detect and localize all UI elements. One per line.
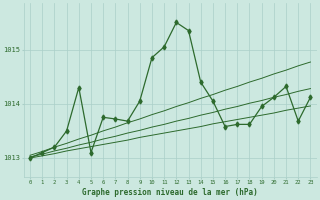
X-axis label: Graphe pression niveau de la mer (hPa): Graphe pression niveau de la mer (hPa): [82, 188, 258, 197]
